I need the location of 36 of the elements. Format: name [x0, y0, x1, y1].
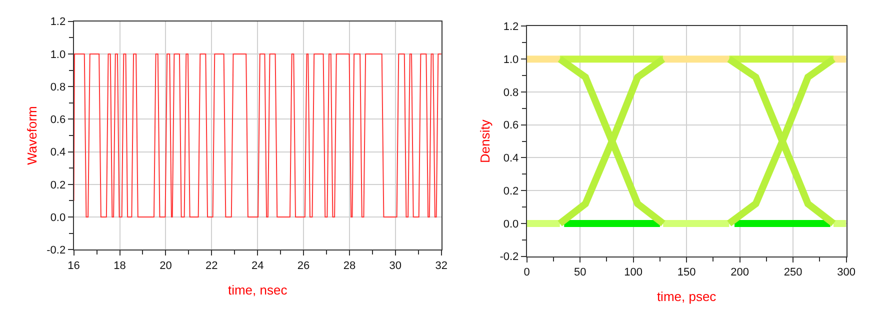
- x-tick-label: 20: [160, 260, 172, 272]
- y-tick-label: 0.8: [503, 86, 519, 99]
- x-axis-title: time, psec: [656, 289, 717, 304]
- y-tick-label: 0.2: [50, 179, 66, 192]
- y-tick-label: 0.4: [50, 146, 66, 159]
- y-axis-title: Density: [478, 119, 493, 163]
- x-tick-label: 250: [784, 266, 802, 279]
- y-tick-label: 0.6: [503, 120, 519, 132]
- x-tick-label: 18: [114, 260, 126, 272]
- y-tick-label: 1.0: [50, 48, 66, 61]
- x-tick-label: 200: [730, 266, 749, 279]
- x-tick-label: 30: [389, 260, 402, 272]
- x-tick-label: 100: [624, 266, 643, 279]
- x-tick-label: 24: [251, 260, 264, 272]
- x-tick-label: 22: [206, 260, 218, 272]
- x-axis-title: time, nsec: [228, 282, 288, 298]
- x-tick-label: 26: [297, 260, 310, 272]
- y-tick-label: 0.4: [503, 152, 519, 165]
- y-tick-label: 1.2: [50, 16, 66, 28]
- x-tick-label: 16: [68, 260, 80, 272]
- y-tick-label: 1.0: [503, 54, 519, 66]
- y-axis-title: Waveform: [24, 106, 40, 165]
- x-tick-label: 0: [524, 266, 530, 279]
- y-tick-label: -0.2: [46, 244, 66, 256]
- y-tick-label: 0.0: [503, 218, 519, 230]
- x-tick-label: 150: [677, 266, 696, 279]
- x-tick-label: 300: [837, 266, 856, 279]
- y-tick-label: -0.2: [500, 251, 519, 264]
- x-tick-label: 28: [343, 260, 356, 272]
- x-tick-label: 50: [574, 266, 586, 279]
- y-tick-label: 0.6: [50, 114, 66, 126]
- x-tick-label: 32: [435, 260, 448, 272]
- y-tick-label: 1.2: [503, 21, 519, 34]
- y-tick-label: 0.2: [503, 185, 519, 198]
- y-tick-label: 0.0: [50, 212, 66, 224]
- y-tick-label: 0.8: [50, 81, 66, 94]
